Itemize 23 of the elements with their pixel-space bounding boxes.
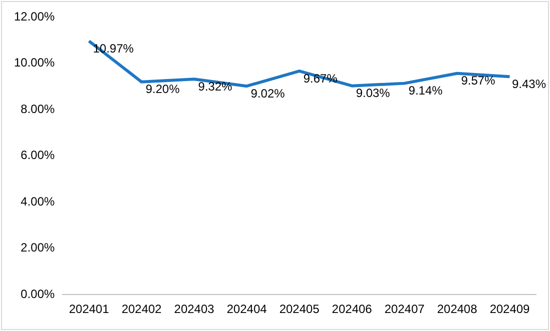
y-tick-label: 12.00% [14, 10, 56, 24]
y-tick-label: 6.00% [20, 148, 56, 162]
x-tick-label: 202401 [68, 302, 110, 316]
y-tick-label: 2.00% [20, 240, 56, 255]
data-label: 9.20% [146, 82, 180, 96]
data-label: 9.32% [198, 79, 233, 94]
x-tick-label: 202402 [122, 302, 162, 316]
data-label: 9.03% [356, 86, 390, 100]
y-tick-label: 0.00% [20, 286, 56, 301]
y-tick-label: 4.00% [20, 194, 56, 208]
x-tick-label: 202403 [174, 302, 215, 316]
y-tick-label: 8.00% [20, 102, 56, 116]
x-tick-label: 202408 [437, 302, 478, 316]
x-tick-label: 202404 [226, 302, 268, 316]
x-tick-label: 202407 [384, 302, 425, 316]
data-label: 9.57% [461, 74, 496, 88]
x-tick-label: 202409 [490, 302, 530, 316]
data-label: 9.14% [408, 84, 443, 98]
data-label: 9.43% [512, 76, 546, 91]
y-tick-label: 10.00% [14, 56, 56, 70]
x-tick-label: 202406 [332, 302, 372, 316]
x-tick-label: 202405 [279, 302, 320, 316]
data-label: 9.02% [250, 86, 286, 100]
